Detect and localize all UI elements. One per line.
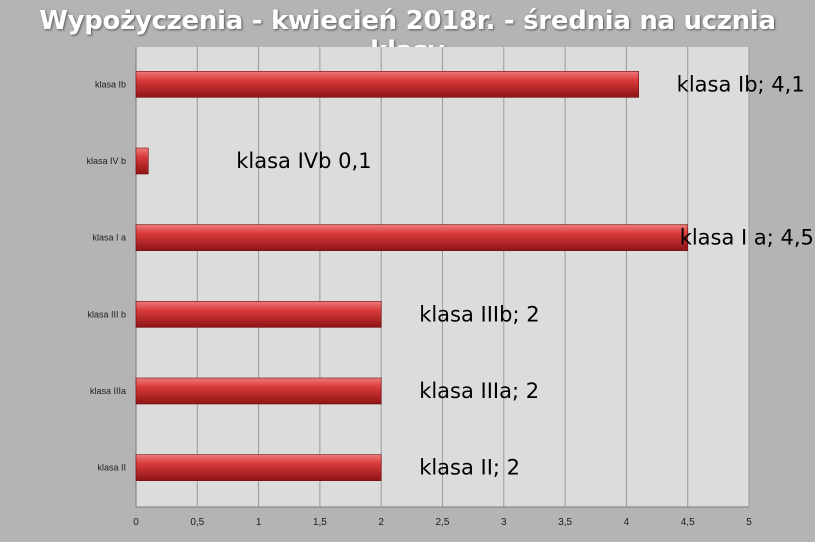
category-label: klasa III b bbox=[87, 309, 126, 319]
x-tick-label: 0 bbox=[133, 517, 139, 528]
category-label: klasa I a bbox=[92, 233, 126, 243]
bar bbox=[135, 71, 639, 98]
bar bbox=[135, 454, 382, 481]
x-tick-label: 4,5 bbox=[681, 517, 695, 528]
category-label: klasa IIIa bbox=[90, 386, 126, 396]
x-tick-label: 4 bbox=[624, 517, 630, 528]
x-tick-label: 3 bbox=[501, 517, 507, 528]
x-tick-label: 2 bbox=[378, 517, 384, 528]
data-label: klasa IVb 0,1 bbox=[236, 149, 371, 173]
category-label: klasa IV b bbox=[86, 156, 126, 166]
bar bbox=[135, 301, 382, 328]
x-tick-label: 1,5 bbox=[313, 517, 327, 528]
data-label: klasa I a; 4,5 bbox=[680, 226, 814, 250]
bar bbox=[135, 377, 382, 405]
x-tick-label: 5 bbox=[746, 517, 752, 528]
bar bbox=[135, 147, 149, 175]
data-label: klasa IIIa; 2 bbox=[419, 379, 539, 403]
data-label: klasa II; 2 bbox=[419, 456, 520, 480]
x-tick-label: 0,5 bbox=[190, 517, 204, 528]
category-label: klasa Ib bbox=[95, 79, 126, 89]
x-tick-label: 1 bbox=[256, 517, 262, 528]
category-label: klasa II bbox=[97, 463, 126, 473]
data-label: klasa Ib; 4,1 bbox=[677, 72, 805, 96]
x-tick-label: 2,5 bbox=[436, 517, 450, 528]
x-tick-label: 3,5 bbox=[558, 517, 572, 528]
bar bbox=[135, 224, 689, 251]
data-label: klasa IIIb; 2 bbox=[419, 302, 539, 326]
